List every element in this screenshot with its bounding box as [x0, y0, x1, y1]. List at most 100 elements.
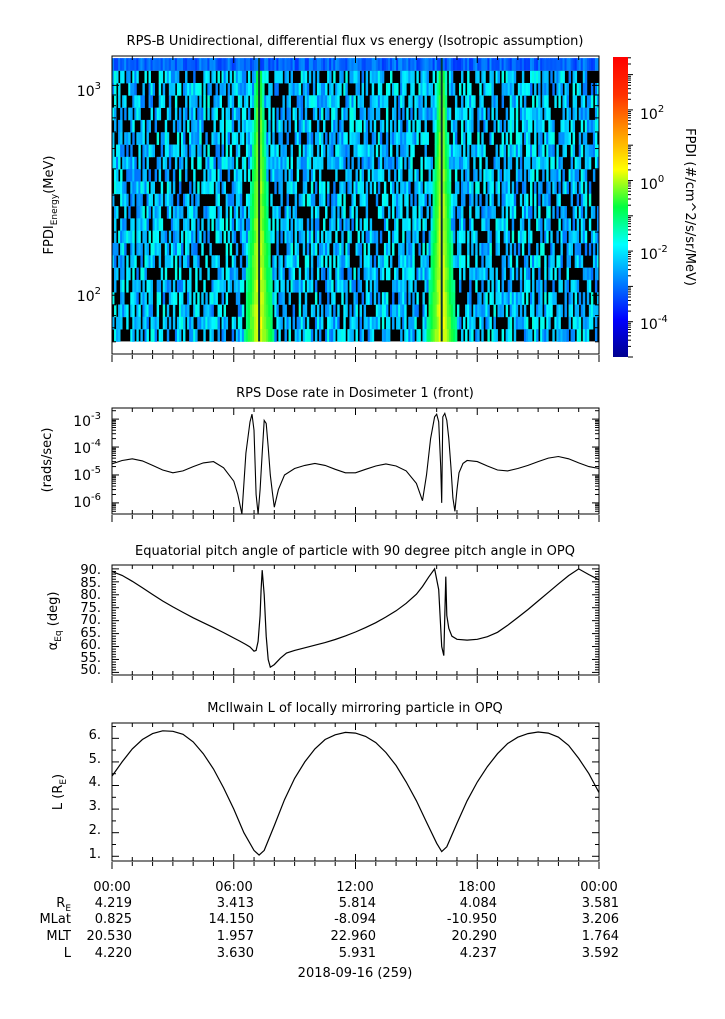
spectrogram-cell — [243, 242, 247, 256]
spectrogram-cell — [282, 292, 285, 305]
spectrogram-cell — [302, 70, 306, 84]
spectrogram-cell — [298, 218, 302, 232]
spectrogram-cell — [122, 267, 125, 281]
spectrogram-cell — [454, 156, 458, 170]
spectrogram-cell — [235, 169, 239, 182]
spectrogram-cell — [286, 255, 289, 268]
spectrogram-cell — [448, 316, 452, 330]
spectrogram-cell — [515, 181, 519, 195]
spectrogram-cell — [146, 119, 149, 133]
spectrogram-cell — [298, 304, 302, 318]
spectrogram-cell — [379, 119, 383, 133]
spectrogram-cell — [130, 169, 133, 182]
spectrogram-cell — [412, 144, 415, 158]
spectrogram-cell — [400, 156, 403, 170]
spectrogram-cell — [146, 329, 149, 342]
colorbar-tick-1e-4: 10-4 — [640, 314, 668, 333]
spectrogram-cell — [278, 255, 281, 268]
spectrogram-cell — [578, 144, 582, 158]
spectrogram-cell — [126, 304, 129, 318]
spectrogram-cell — [546, 206, 549, 219]
spectrogram-cell — [274, 83, 277, 96]
spectrogram-cell — [548, 193, 551, 207]
spectrogram-cell — [513, 206, 517, 219]
spectrogram-cell — [552, 329, 555, 342]
ephemeris-footer: 00:00 06:00 12:00 18:00 00:00 RE MLat ML… — [39, 880, 619, 981]
spectrogram-cell — [158, 255, 162, 268]
spectrogram-cell — [385, 119, 389, 133]
spectrogram-cell — [357, 144, 360, 158]
spectrogram-cell — [329, 156, 332, 170]
spectrogram-cell — [168, 292, 172, 305]
spectrogram-cell — [477, 329, 480, 342]
spectrogram-cell — [116, 316, 119, 330]
spectrogram-cell — [310, 95, 314, 109]
spectrogram-topbin-cell — [456, 58, 460, 71]
spectrogram-cell — [185, 95, 188, 109]
spectrogram-cell — [233, 230, 237, 244]
spectrogram-cell — [390, 70, 393, 84]
spectrogram-cell — [375, 107, 379, 121]
spectrogram-cell — [475, 329, 478, 342]
spectrogram-cell — [509, 255, 513, 268]
spectrogram-cell — [140, 267, 143, 281]
spectrogram-cell — [245, 193, 249, 207]
spectrogram-cell — [446, 206, 450, 219]
spectrogram-cell — [329, 70, 332, 84]
spectrogram-cell — [138, 193, 141, 207]
spectrogram-cell — [444, 292, 448, 305]
spectrogram-cell — [310, 206, 314, 219]
spectrogram-cell — [507, 255, 511, 268]
spectrogram-cell — [467, 304, 470, 318]
spectrogram-cell — [150, 107, 153, 121]
spectrogram-cell — [489, 316, 492, 330]
spectrogram-cell — [120, 132, 123, 145]
spectrogram-cell — [519, 193, 523, 207]
spectrogram-topbin-cell — [191, 58, 194, 71]
spectrogram-cell — [150, 144, 153, 158]
spectrogram-cell — [276, 107, 279, 121]
lshell-frame — [111, 722, 600, 862]
spectrogram-cell — [217, 267, 220, 281]
spectrogram-cell — [272, 169, 275, 182]
spectrogram-cell — [148, 169, 151, 182]
spectrogram-cell — [266, 169, 269, 182]
mlat-value-4: 3.206 — [582, 912, 619, 927]
spectrogram-cell — [353, 279, 356, 293]
spectrogram-cell — [221, 132, 224, 145]
spectrogram-cell — [114, 267, 117, 281]
spectrogram-cell — [530, 169, 533, 182]
spectrogram-cell — [294, 83, 298, 96]
spectrogram-cell — [162, 230, 166, 244]
spectrogram-cell — [160, 329, 164, 342]
spectrogram-cell — [538, 156, 541, 170]
spectrogram-topbin-cell — [444, 58, 448, 71]
spectrogram-cell — [442, 279, 446, 293]
spectrogram-cell — [264, 218, 267, 232]
spectrogram-cell — [193, 181, 196, 195]
spectrogram-topbin-cell — [477, 58, 480, 71]
spectrogram-cell — [450, 316, 454, 330]
spectrogram-cell — [416, 95, 419, 109]
spectrogram-cell — [487, 107, 490, 121]
spectrogram-cell — [412, 267, 415, 281]
spectrogram-topbin-cell — [473, 58, 476, 71]
spectrogram-cell — [404, 329, 407, 342]
spectrogram-cell — [432, 107, 436, 121]
spectrogram-topbin-cell — [558, 58, 561, 71]
spectrogram-cell — [418, 267, 421, 281]
spectrogram-cell — [197, 304, 200, 318]
spectrogram-cell — [138, 107, 141, 121]
spectrogram-cell — [284, 230, 287, 244]
spectrogram-cell — [527, 218, 531, 232]
spectrogram-cell — [235, 132, 239, 145]
spectrogram-cell — [558, 70, 561, 84]
spectrogram-cell — [237, 304, 241, 318]
spectrogram-cell — [375, 304, 379, 318]
spectrogram-cell — [260, 83, 263, 96]
spectrogram-cell — [158, 279, 162, 293]
spectrogram-cell — [471, 230, 474, 244]
spectrogram-cell — [252, 292, 255, 305]
spectrogram-cell — [483, 83, 486, 96]
spectrogram-cell — [515, 107, 519, 121]
